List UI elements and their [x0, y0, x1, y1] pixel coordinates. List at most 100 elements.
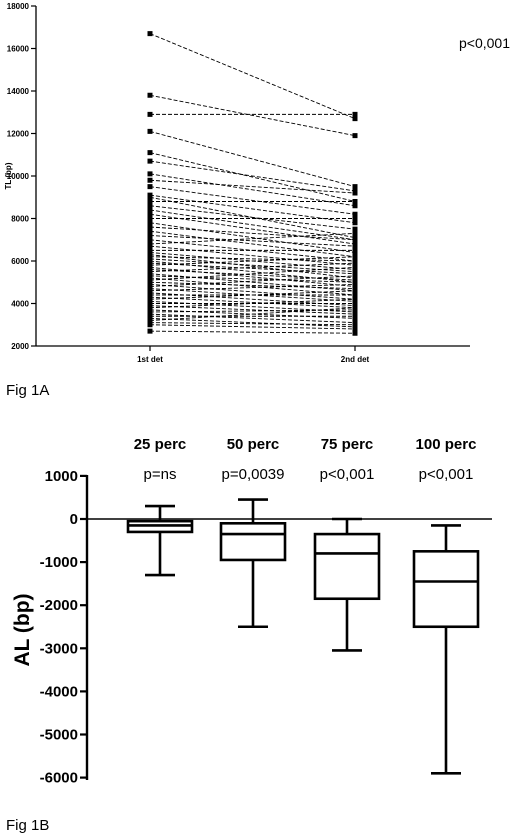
group-label: 25 perc [134, 436, 187, 453]
boxplot-group [313, 517, 381, 652]
pair-line [149, 194, 356, 224]
marker-1st [147, 207, 153, 213]
y-tick-label: 1000 [45, 468, 78, 485]
y-tick-label: 18000 [7, 2, 30, 11]
pair-line [149, 179, 356, 194]
marker-2nd [352, 292, 358, 298]
marker-1st [147, 31, 153, 37]
y-tick-label: -1000 [40, 554, 78, 571]
y-ticks-1b: 1000 0 -1000 -2000 -3000 -4000 -5000 -6000 [40, 468, 87, 787]
marker-2nd [352, 190, 358, 196]
boxplot-group [219, 498, 287, 629]
pair-line [149, 205, 356, 230]
marker-1st [147, 328, 153, 334]
pair-line [149, 262, 356, 275]
marker-1st [147, 203, 153, 209]
box-iqr [313, 532, 381, 601]
y-axis-label-1b: AL (bp) [11, 593, 34, 666]
marker-2nd [352, 281, 358, 287]
marker-1st [147, 150, 153, 156]
marker-1st [147, 199, 153, 204]
marker-1st [147, 322, 153, 328]
pair-line [149, 256, 356, 266]
boxplot-group [412, 524, 480, 775]
marker-1st [147, 216, 153, 221]
marker-1st [147, 184, 153, 190]
y-tick-label: -4000 [40, 683, 78, 700]
pair-line [149, 152, 356, 202]
pair-line [149, 296, 356, 309]
chart-1a: 2000 4000 6000 8000 10000 12000 14000 16000 1800… [4, 2, 510, 399]
group-p-value: p<0,001 [320, 466, 375, 483]
pair-line [149, 298, 356, 309]
marker-1st [147, 111, 153, 117]
pair-line [149, 254, 356, 279]
pair-line [149, 330, 356, 334]
marker-1st [147, 211, 153, 217]
marker-2nd [352, 326, 358, 332]
marker-1st [147, 194, 153, 200]
marker-1st [147, 171, 153, 177]
marker-2nd [352, 273, 358, 279]
marker-2nd [352, 220, 358, 226]
pair-line [149, 266, 356, 281]
pair-line [149, 209, 356, 241]
box-iqr [219, 522, 287, 562]
pair-line [149, 33, 356, 120]
pair-line [149, 226, 356, 241]
y-tick-label: 0 [70, 511, 78, 528]
marker-1st [147, 92, 153, 98]
pair-line [149, 130, 356, 188]
marker-2nd [352, 133, 358, 139]
marker-2nd [352, 184, 358, 190]
y-tick-label: 8000 [11, 215, 29, 224]
pair-line [149, 322, 356, 326]
pair-line [149, 269, 356, 281]
marker-1st [147, 177, 153, 183]
pair-line [149, 281, 356, 290]
pair-line [149, 213, 356, 245]
pair-line [149, 305, 356, 315]
pair-line [149, 266, 356, 287]
marker-2nd [352, 330, 358, 336]
pair-line [149, 283, 356, 292]
caption-fig-1b: Fig 1B [6, 817, 49, 834]
y-tick-label: 12000 [7, 130, 30, 139]
pair-line [149, 262, 356, 273]
y-tick-label: 6000 [11, 257, 29, 266]
pair-line [149, 324, 356, 330]
marker-2nd [352, 116, 358, 122]
marker-2nd [352, 243, 358, 249]
box-iqr [412, 550, 480, 629]
pair-line [149, 232, 356, 245]
marker-2nd [352, 211, 358, 217]
y-axis-label-1a: TL (bp) [4, 162, 13, 189]
pair-line [149, 313, 356, 324]
pair-line [149, 317, 356, 328]
pair-line [149, 173, 356, 207]
group-label: 100 perc [416, 436, 477, 453]
pair-line [149, 222, 356, 253]
marker-2nd [352, 296, 358, 302]
group-p-value: p=0,0039 [222, 466, 285, 483]
marker-2nd [352, 111, 358, 117]
pair-line [149, 275, 356, 287]
marker-1st [147, 237, 153, 243]
marker-2nd [352, 203, 358, 209]
pair-line [149, 235, 356, 247]
marker-1st [147, 158, 153, 164]
group-headers: 25 perc p=ns 50 perc p=0,0039 75 perc p<0,001… [134, 436, 477, 483]
pair-line [149, 283, 356, 300]
pair-line [149, 307, 356, 321]
marker-2nd [352, 305, 358, 311]
group-label: 50 perc [227, 436, 280, 453]
marker-2nd [352, 199, 358, 204]
y-ticks-1a: 2000 4000 6000 8000 10000 12000 14000 16000 1800… [7, 2, 36, 351]
pair-lines [149, 33, 356, 334]
y-tick-label: -2000 [40, 597, 78, 614]
marker-1st [147, 220, 153, 226]
marker-1st [147, 243, 153, 249]
y-tick-label: 10000 [7, 172, 30, 181]
marker-2nd [352, 313, 358, 319]
y-tick-label: 2000 [11, 342, 29, 351]
